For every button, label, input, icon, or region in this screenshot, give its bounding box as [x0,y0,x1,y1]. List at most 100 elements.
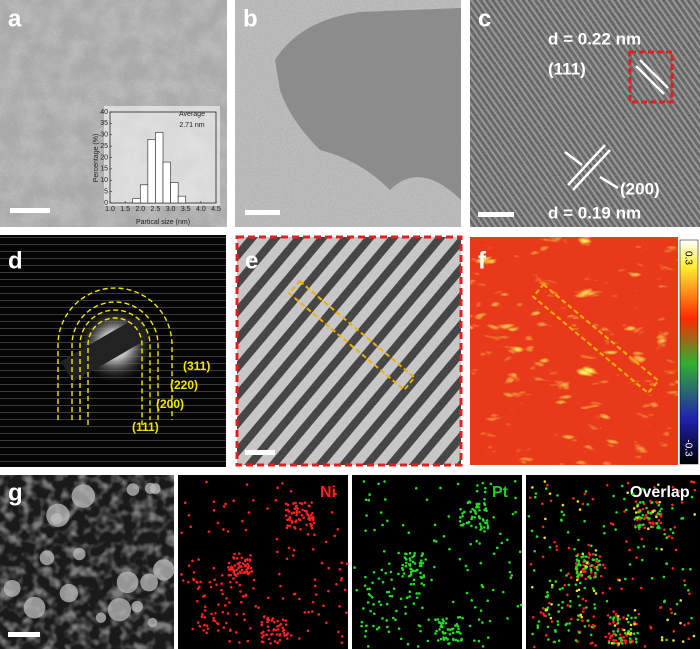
eds-dot [284,514,288,517]
eds-dot [237,552,241,555]
scale-bar [245,210,280,215]
eds-dot [546,606,550,609]
eds-dot [509,576,513,580]
eds-dot [583,559,587,563]
eds-dot [395,609,398,613]
eds-dot [535,535,539,538]
eds-dot [591,497,595,501]
eds-dot [680,501,684,504]
eds-dot [212,566,216,570]
eds-dot [274,499,278,502]
eds-dot [541,525,545,529]
eds-dot [488,619,492,623]
eds-dot [281,618,285,622]
eds-dot [373,528,376,532]
eds-dot [448,547,451,551]
eds-map-ni [178,475,348,649]
eds-dot [590,564,593,567]
eds-dot [337,630,340,634]
eds-dot [301,508,304,512]
eds-dot [615,511,618,514]
eds-dot [278,572,281,576]
eds-dot [649,625,652,629]
eds-dot [486,526,490,530]
histogram-bar [132,198,141,204]
eds-dot [587,624,591,627]
eds-dot [187,513,191,517]
eds-dot [679,621,682,625]
eds-dot [459,507,462,511]
eds-dot [609,616,612,619]
eds-dot [545,608,549,612]
eds-dot [415,596,419,599]
eds-dot [397,551,400,555]
map-label: Overlap [630,484,690,501]
eds-dot [475,489,479,493]
eds-dot [583,586,587,590]
eds-dot [641,487,644,491]
eds-dot [196,621,200,624]
eds-dot [548,545,552,549]
eds-dot [343,588,347,592]
eds-dot [281,626,285,630]
eds-dot [576,500,580,503]
eds-dot [364,498,368,502]
eds-dot [180,573,183,576]
eds-dot [611,618,615,621]
strain-box [531,282,660,395]
eds-dot [458,557,462,561]
eds-dot [388,594,392,598]
eds-dot [229,573,233,577]
eds-dot [420,582,423,585]
eds-dot [456,616,460,619]
eds-dot [187,580,190,584]
eds-dot [249,566,253,570]
eds-dot [448,642,451,645]
eds-dot [592,558,596,562]
panel-d: (311) (220) (200) (111) [0,235,226,467]
eds-dot [579,570,583,574]
eds-dot [688,592,691,596]
eds-dot [207,530,211,533]
eds-dot [209,585,213,589]
eds-dot [232,499,235,503]
eds-dot [368,587,372,591]
eds-dot [595,560,598,563]
eds-dot [543,480,547,483]
eds-dot [566,531,570,534]
eds-dot [476,484,479,487]
eds-dot [636,504,639,508]
y-axis-label: Percentage (%) [93,134,100,183]
eds-dot [543,536,546,540]
eds-dot [227,566,230,569]
eds-dot [235,613,239,616]
eds-dot [419,629,422,633]
eds-dot [377,600,381,603]
eds-dot [671,503,674,507]
particle [140,573,159,592]
eds-dot [633,608,637,612]
eds-dot [641,507,645,511]
eds-dot [307,610,310,614]
eds-dot [577,559,581,563]
eds-dot [635,518,639,522]
eds-dot [625,617,629,621]
eds-dot [322,604,325,608]
eds-dot [260,623,264,627]
eds-dot [292,511,296,514]
eds-dot [404,605,407,609]
particle [153,559,175,581]
eds-dot [417,624,421,627]
eds-dot [620,484,624,488]
eds-dot [622,635,625,639]
eds-dot [627,620,630,624]
eds-dot [311,600,315,604]
particle [107,598,132,622]
x-tick-label: 4.5 [211,206,221,213]
eds-dot [242,612,245,616]
eds-dot [541,606,545,610]
eds-dot [671,507,674,510]
eds-dot [603,531,606,535]
eds-dot [637,510,640,514]
